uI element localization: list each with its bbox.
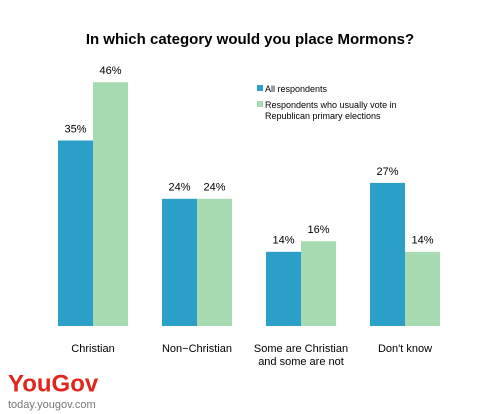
brand-logo: YouGov [8,370,99,397]
legend-swatch [257,85,263,91]
x-tick-label: Don't know [377,343,433,355]
x-tick-label: Christian [71,343,115,355]
bar [405,251,440,326]
bar [370,182,405,326]
x-tick-label: Some are Christian and some are not [253,343,349,368]
value-label: 27% [376,166,398,178]
value-label: 16% [307,224,329,236]
bar [58,140,93,326]
bar [266,251,301,326]
legend-label: Respondents who usually vote in Republic… [265,100,397,121]
x-tick-label: Non−Christian [161,343,232,355]
bar [93,82,128,326]
value-label: 14% [411,235,433,247]
bar [197,198,232,326]
footer-url: today.yougov.com [8,399,96,411]
value-label: 46% [99,65,121,77]
legend-swatch [257,101,263,107]
value-label: 24% [168,182,190,194]
value-label: 35% [64,123,86,135]
bar [301,241,336,326]
legend-label: All respondents [265,84,328,94]
chart-title: In which category would you place Mormon… [86,31,414,48]
value-label: 14% [272,235,294,247]
value-label: 24% [203,182,225,194]
bar [162,198,197,326]
